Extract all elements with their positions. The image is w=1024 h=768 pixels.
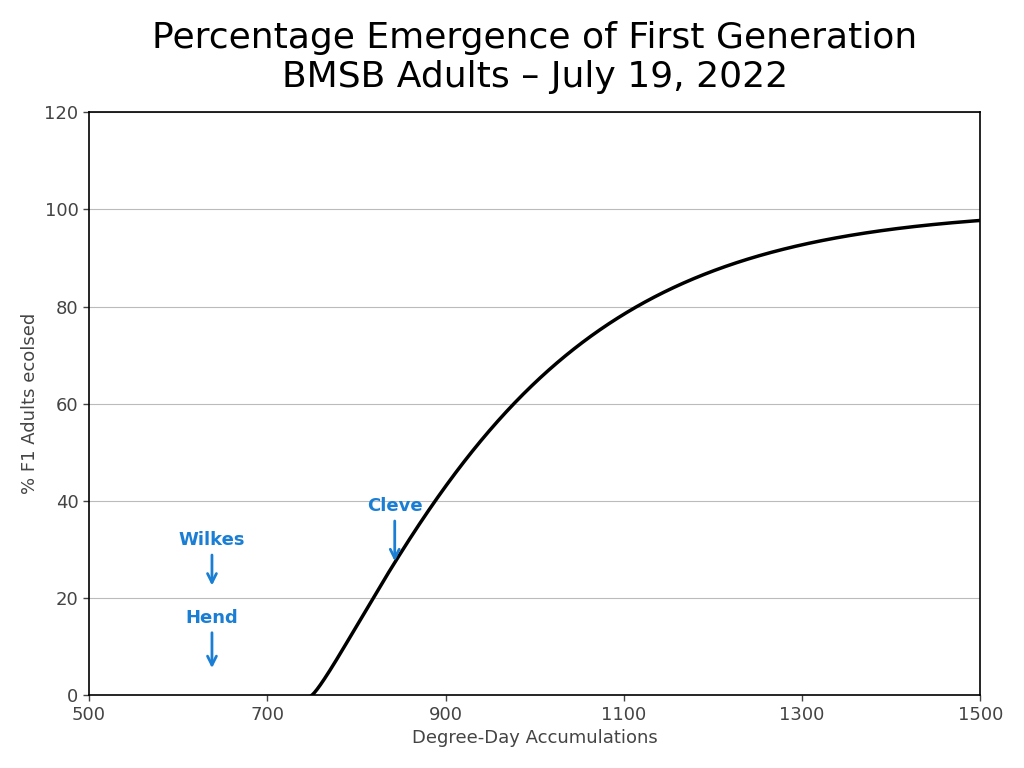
Text: Hend: Hend (185, 609, 239, 665)
Y-axis label: % F1 Adults ecolsed: % F1 Adults ecolsed (20, 313, 39, 495)
Text: Wilkes: Wilkes (179, 531, 245, 582)
Text: Cleve: Cleve (367, 498, 423, 558)
X-axis label: Degree-Day Accumulations: Degree-Day Accumulations (412, 729, 657, 747)
Title: Percentage Emergence of First Generation
BMSB Adults – July 19, 2022: Percentage Emergence of First Generation… (153, 21, 918, 94)
